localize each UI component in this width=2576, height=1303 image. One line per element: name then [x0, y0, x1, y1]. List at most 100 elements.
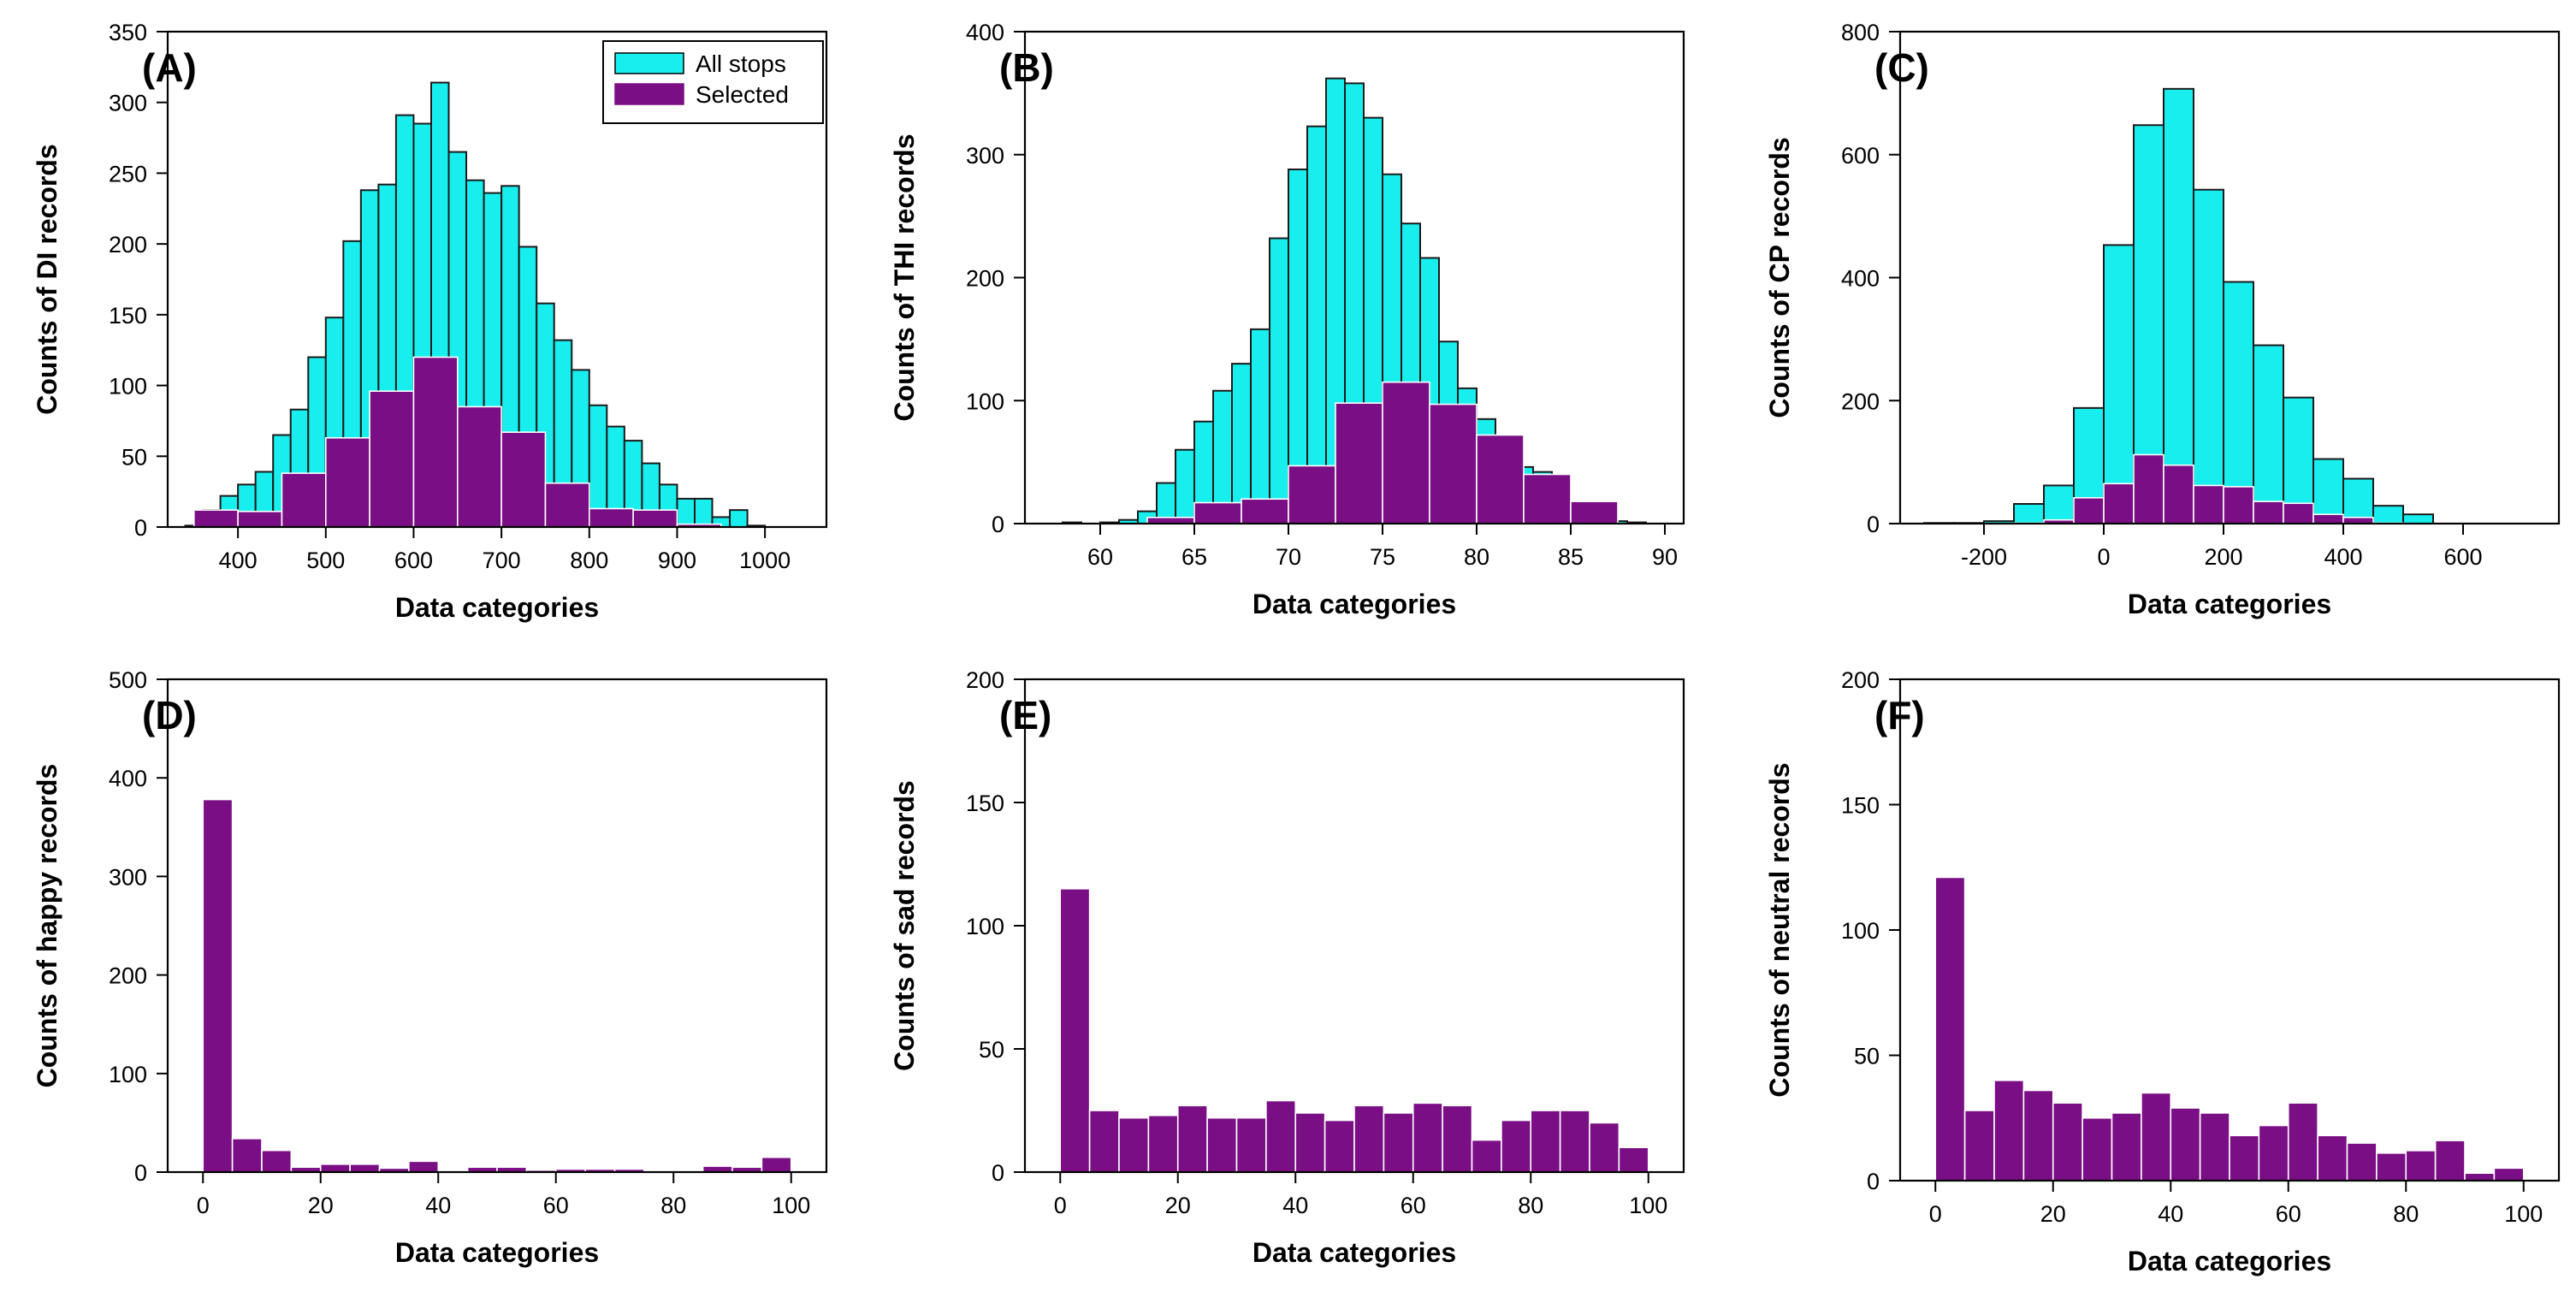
y-tick-label: 0 — [134, 1160, 147, 1186]
x-axis-title: Data categories — [2128, 589, 2331, 619]
legend-swatch — [614, 52, 684, 74]
y-axis-title: Counts of happy records — [32, 764, 62, 1088]
x-tick-label: 85 — [1558, 544, 1584, 570]
bar-selected-2-9 — [2193, 484, 2224, 524]
x-tick-label: 600 — [394, 548, 433, 573]
bar-selected-0-2 — [281, 472, 327, 528]
bar-selected-4-6 — [1235, 1116, 1267, 1173]
panel-label: (F) — [1874, 693, 1925, 737]
bar-selected-3-7 — [408, 1160, 440, 1173]
bar-all-stops-0-28 — [676, 497, 696, 528]
y-tick-label: 400 — [1841, 266, 1880, 292]
x-tick-label: 90 — [1652, 544, 1678, 570]
bar-selected-4-18 — [1589, 1122, 1620, 1173]
x-tick-label: 900 — [658, 548, 696, 573]
y-tick-label: 50 — [979, 1037, 1004, 1063]
bar-selected-4-17 — [1559, 1110, 1590, 1173]
y-tick-label: 300 — [109, 864, 147, 890]
x-tick-label: 20 — [1165, 1193, 1191, 1218]
legend-swatch — [614, 83, 684, 105]
x-tick-label: 400 — [2324, 544, 2362, 570]
bar-selected-5-14 — [2346, 1142, 2378, 1182]
panel-label: (B) — [999, 45, 1054, 90]
y-tick-label: 200 — [109, 963, 147, 989]
y-tick-label: 100 — [109, 1062, 147, 1087]
bar-all-stops-2-6 — [2103, 244, 2135, 524]
bar-selected-4-13 — [1442, 1105, 1473, 1173]
bar-selected-4-10 — [1353, 1105, 1385, 1173]
legend-label: All stops — [696, 50, 786, 77]
plot-frame — [166, 678, 828, 1174]
y-tick-label: 200 — [109, 232, 147, 258]
x-tick-label: 100 — [2504, 1201, 2543, 1227]
bar-selected-4-4 — [1176, 1105, 1208, 1173]
bar-selected-2-13 — [2312, 513, 2344, 524]
x-tick-label: 60 — [2276, 1201, 2301, 1227]
x-tick-label: 100 — [772, 1193, 810, 1218]
bar-selected-4-2 — [1118, 1116, 1150, 1173]
x-tick-label: 20 — [308, 1193, 334, 1218]
y-tick-label: 200 — [966, 266, 1004, 292]
bar-selected-4-9 — [1324, 1119, 1355, 1173]
x-tick-label: 40 — [1282, 1193, 1308, 1218]
y-tick-label: 200 — [1841, 388, 1880, 414]
bar-all-stops-1-6 — [1175, 448, 1195, 524]
bar-selected-0-9 — [588, 507, 634, 528]
x-tick-label: 0 — [2097, 544, 2110, 570]
y-tick-label: 100 — [966, 914, 1004, 939]
chart-panel-b: 60 65 70 75 80 85 90 0 100 200 300 400 Data categori… — [889, 20, 1685, 619]
y-tick-label: 150 — [109, 303, 147, 329]
x-tick-label: 800 — [570, 548, 608, 573]
x-tick-label: 70 — [1276, 544, 1301, 570]
x-tick-label: 80 — [660, 1193, 686, 1218]
bar-selected-2-5 — [2073, 497, 2105, 524]
bar-selected-5-10 — [2229, 1134, 2260, 1182]
y-tick-label: 100 — [1841, 918, 1880, 944]
bar-selected-3-1 — [231, 1138, 263, 1173]
bar-selected-2-11 — [2253, 500, 2284, 524]
y-tick-label: 50 — [121, 444, 147, 470]
y-axis-title: Counts of neutral records — [1764, 762, 1795, 1097]
x-tick-label: -200 — [1961, 544, 2007, 570]
bar-selected-5-13 — [2317, 1134, 2348, 1182]
bar-selected-1-1 — [1193, 501, 1242, 524]
x-axis-title: Data categories — [395, 1237, 599, 1268]
bar-all-stops-2-8 — [2163, 87, 2194, 524]
panel-label: (E) — [999, 693, 1051, 737]
y-axis-title: Counts of DI records — [32, 144, 62, 414]
x-tick-label: 700 — [483, 548, 521, 573]
x-tick-label: 65 — [1181, 544, 1207, 570]
bar-selected-5-19 — [2493, 1167, 2525, 1182]
bar-selected-5-1 — [1963, 1110, 1995, 1182]
bar-selected-4-8 — [1294, 1112, 1326, 1173]
x-tick-label: 60 — [1401, 1193, 1426, 1218]
panel-label: (D) — [142, 693, 197, 737]
y-tick-label: 500 — [109, 667, 147, 693]
bar-selected-1-8 — [1523, 473, 1572, 524]
y-tick-label: 150 — [966, 791, 1004, 816]
bar-selected-5-17 — [2434, 1140, 2466, 1182]
bar-selected-5-6 — [2111, 1112, 2142, 1182]
bar-selected-5-4 — [2052, 1102, 2083, 1182]
plot-frame — [1023, 678, 1685, 1174]
y-tick-label: 400 — [109, 766, 147, 791]
y-tick-label: 0 — [992, 1160, 1004, 1186]
bar-selected-2-10 — [2223, 486, 2254, 524]
bar-all-stops-2-16 — [2402, 513, 2434, 524]
bar-selected-0-1 — [237, 510, 283, 528]
bar-selected-4-11 — [1383, 1112, 1414, 1173]
y-tick-label: 0 — [1867, 1169, 1880, 1194]
bar-all-stops-1-11 — [1269, 237, 1289, 524]
legend-label: Selected — [696, 81, 789, 108]
bar-selected-2-7 — [2133, 453, 2164, 524]
x-tick-label: 20 — [2040, 1201, 2066, 1227]
chart-panel-a: 400 500 600 700 800 900 1000 0 50 100 150 200 250 300… — [32, 20, 828, 623]
y-tick-label: 0 — [1867, 512, 1880, 537]
bar-selected-4-14 — [1471, 1139, 1502, 1173]
chart-panel-c: -200 0 200 400 600 0 200 400 600 800 Data categori… — [1764, 20, 2561, 619]
bar-all-stops-2-11 — [2253, 344, 2284, 524]
bar-selected-1-4 — [1335, 402, 1383, 524]
bar-all-stops-2-3 — [2013, 503, 2045, 524]
bar-selected-5-5 — [2082, 1116, 2113, 1182]
